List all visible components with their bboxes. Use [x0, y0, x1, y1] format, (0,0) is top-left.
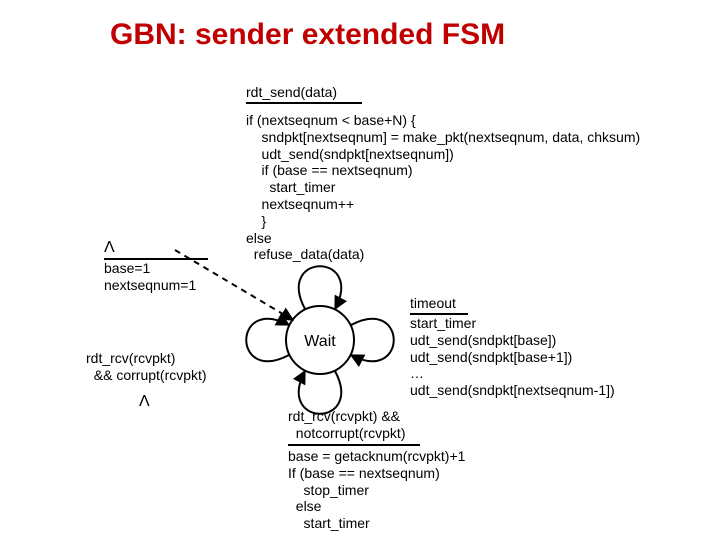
- event-send-underline: [246, 102, 362, 104]
- state-label: Wait: [304, 333, 336, 350]
- loop-left: [246, 319, 289, 361]
- loop-top: [299, 266, 341, 309]
- loop-bottom: [299, 371, 341, 414]
- init-arrow: [175, 250, 293, 320]
- init-lambda: Λ: [104, 238, 115, 257]
- loop-right: [351, 319, 394, 361]
- state-wait: Wait: [145, 210, 495, 470]
- page-title: GBN: sender extended FSM: [110, 18, 505, 52]
- event-send-label: rdt_send(data): [246, 84, 337, 101]
